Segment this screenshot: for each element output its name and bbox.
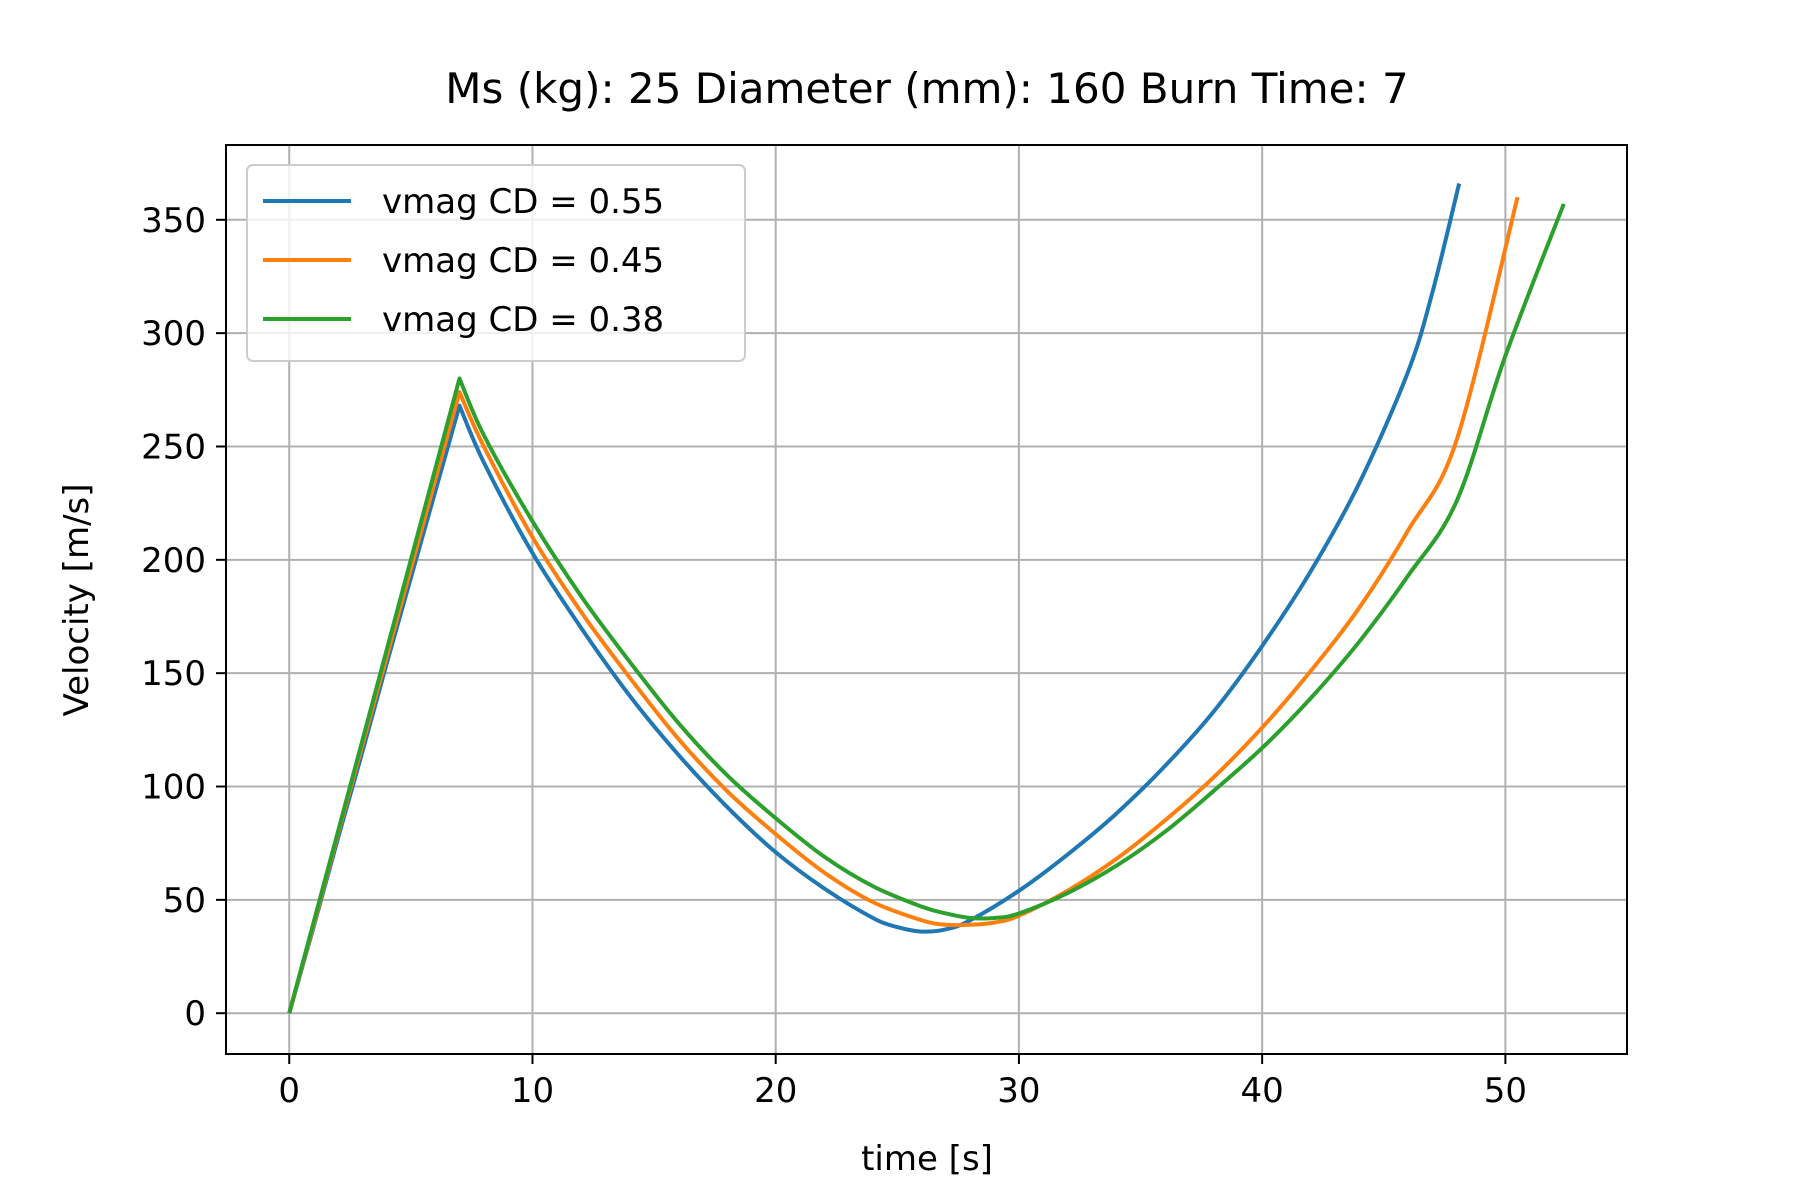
y-tick-label: 300 [141,314,206,354]
y-tick-label: 100 [141,768,206,808]
legend: vmag CD = 0.55 vmag CD = 0.45 vmag CD = 0.… [246,164,746,362]
grid [226,145,1627,1054]
series-line-2 [287,196,1520,1014]
y-tick-label: 350 [141,201,206,241]
x-tick-label: 30 [997,1071,1040,1111]
legend-box [246,164,746,362]
x-tick-label: 50 [1484,1071,1527,1111]
legend-label-3: vmag CD = 0.38 [382,300,664,340]
y-tick-label: 200 [141,541,206,581]
y-axis: 0 50 100 150 200 250 300 350 [141,201,226,1034]
y-tick-label: 50 [163,881,206,921]
chart-title: Ms (kg): 25 Diameter (mm): 160 Burn Time… [445,64,1409,113]
legend-entries: vmag CD = 0.55 vmag CD = 0.45 vmag CD = 0.… [263,182,664,340]
legend-label-2: vmag CD = 0.45 [382,241,664,281]
y-axis-label: Velocity [m/s] [57,483,97,716]
x-axis-label: time [s] [861,1139,993,1179]
y-tick-label: 150 [141,654,206,694]
axes-frame [225,144,1628,1055]
series-line-3 [287,203,1566,1014]
plot-area [225,144,1628,1055]
x-tick-label: 40 [1241,1071,1284,1111]
x-tick-label: 10 [511,1071,554,1111]
x-tick-label: 20 [754,1071,797,1111]
x-tick-label: 0 [278,1071,300,1111]
x-axis: 0 10 20 30 40 50 [278,1054,1527,1111]
y-tick-label: 250 [141,427,206,467]
series-layer [287,183,1566,1014]
y-tick-label: 0 [184,994,206,1034]
series-line-1 [287,183,1462,1014]
legend-label-1: vmag CD = 0.55 [382,182,664,222]
